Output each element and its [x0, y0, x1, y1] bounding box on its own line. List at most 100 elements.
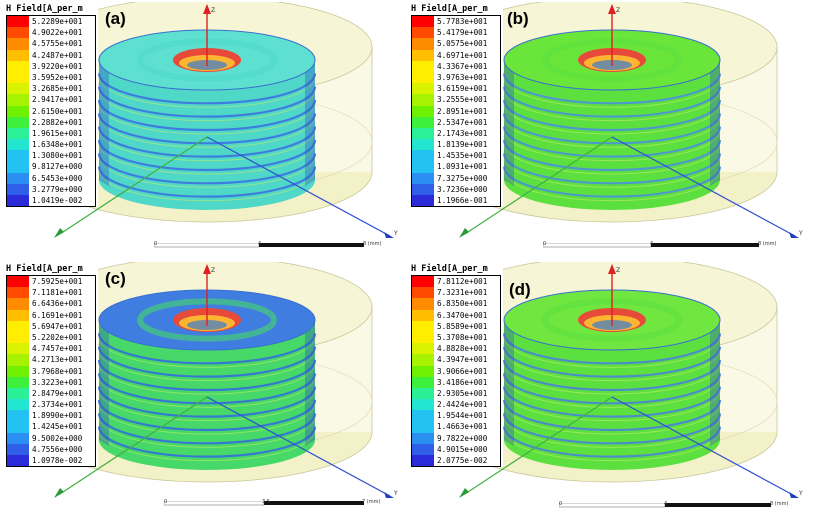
cylinder-highlight: [98, 143, 316, 175]
scale-tick-1: 4: [650, 241, 654, 247]
cylinder-highlight: [98, 117, 316, 148]
legend-value: 7.5925e+001: [32, 277, 83, 286]
legend-swatch: [7, 365, 29, 377]
legend-value: 6.5453e+000: [32, 173, 83, 183]
legend-value: 6.3470e+001: [437, 310, 488, 320]
legend-swatch: [7, 421, 29, 433]
legend-b: H Field[A_per_m 5.7783e+001 5.4179e+001 5.…: [411, 4, 503, 208]
legend-value: 1.0931e+001: [437, 162, 488, 172]
z-axis-label: Z: [211, 7, 215, 14]
legend-colorbar: 7.5925e+001 7.1181e+001 6.6436e+001 6.1691e…: [6, 275, 96, 468]
legend-swatch: [412, 94, 434, 106]
legend-value: 6.6436e+001: [32, 299, 83, 309]
panel-tag: (a): [105, 9, 126, 28]
cylinder-highlight: [503, 350, 721, 382]
legend-swatch: [7, 94, 29, 106]
legend-value: 1.9615e+001: [32, 128, 83, 138]
scene-d: ZY: [446, 262, 803, 498]
legend-value: 4.7556e+000: [32, 444, 83, 454]
legend-value: 3.2555e+001: [437, 95, 488, 105]
cylinder-band: [97, 426, 317, 458]
legend-value: 5.7783e+001: [437, 17, 488, 26]
cylinder-highlight: [98, 363, 316, 395]
legend-value: 5.0575e+001: [437, 39, 488, 49]
legend-swatch: [412, 127, 434, 140]
legend-swatch: [412, 421, 434, 433]
cylinder-band: [502, 413, 722, 445]
legend-swatch: [7, 455, 29, 467]
cylinder-highlight: [98, 377, 316, 408]
legend-swatch: [412, 60, 434, 72]
legend-swatch: [412, 195, 434, 207]
legend-value: 2.3734e+001: [32, 400, 83, 410]
x-axis-arrow-icon: [54, 488, 64, 498]
z-axis-label: Z: [211, 267, 215, 274]
legend-swatch: [7, 16, 29, 28]
legend-value: 9.5002e+000: [32, 433, 83, 443]
legend-swatch: [7, 38, 29, 50]
legend-value: 1.3080e+001: [32, 151, 83, 161]
legend-value: 4.9015e+000: [437, 444, 488, 454]
y-axis-label: Y: [798, 230, 803, 237]
cylinder-band: [97, 113, 317, 145]
cylinder-band: [97, 386, 317, 418]
cylinder-band: [502, 373, 722, 405]
legend-swatch: [7, 172, 29, 184]
legend-title: H Field[A_per_m: [6, 264, 83, 274]
legend-value: 2.6150e+001: [32, 106, 83, 116]
cylinder-shade-right: [710, 320, 720, 446]
cylinder-highlight: [503, 377, 721, 408]
cylinder-highlight: [98, 90, 316, 122]
y-axis-arrow-icon: [384, 232, 394, 238]
legend-value: 3.9220e+001: [32, 61, 83, 71]
cylinder-band: [502, 359, 722, 392]
y-axis-arrow-icon: [789, 232, 799, 238]
legend-swatch: [7, 183, 29, 195]
legend-value: 4.9022e+001: [32, 28, 83, 38]
legend-value: 5.2289e+001: [32, 17, 83, 26]
cylinder-band: [97, 126, 317, 158]
legend-title: H Field[A_per_m: [6, 4, 83, 14]
legend-value: 5.4179e+001: [437, 28, 488, 38]
legend-value: 1.0419e-002: [32, 196, 83, 205]
legend-swatch: [412, 432, 434, 444]
legend-value: 2.8479e+001: [32, 388, 83, 398]
x-axis: [464, 136, 613, 235]
legend-value: 4.8828e+001: [437, 344, 488, 354]
cylinder-band: [502, 73, 722, 105]
legend-swatch: [412, 331, 434, 344]
legend-swatch: [7, 432, 29, 444]
panel-tag: (b): [507, 9, 529, 28]
cylinder-highlight: [98, 390, 316, 422]
z-axis-arrow-icon: [608, 4, 616, 14]
cylinder-highlight: [98, 103, 316, 135]
legend-swatch: [7, 343, 29, 355]
legend-value: 5.8589e+001: [437, 321, 488, 331]
legend-swatch: [412, 105, 434, 117]
legend-value: 1.8990e+001: [32, 411, 83, 421]
legend-swatches: [7, 276, 29, 467]
cylinder-highlight: [98, 430, 316, 462]
scale-bar: 0 4 8 (mm): [558, 496, 789, 515]
legend-swatch: [7, 127, 29, 140]
legend-swatch: [412, 455, 434, 467]
legend-value: 1.4245e+001: [32, 422, 83, 432]
cylinder-band: [502, 333, 722, 365]
cylinder-highlight: [98, 130, 316, 162]
legend-title: H Field[A_per_m: [411, 264, 488, 274]
legend-value: 3.7236e+000: [437, 184, 488, 194]
legend-value: 2.1743e+001: [437, 128, 488, 138]
legend-value: 3.6159e+001: [437, 84, 488, 94]
legend-swatch: [7, 399, 29, 411]
scale-tick-0: 0: [164, 499, 168, 505]
cylinder-highlight: [98, 417, 316, 448]
cylinder-band: [97, 373, 317, 405]
cylinder-band: [97, 359, 317, 392]
legend-c: H Field[A_per_m 7.5925e+001 7.1181e+001 6.…: [6, 264, 98, 468]
legend-labels: 7.5925e+001 7.1181e+001 6.6436e+001 6.1691e…: [29, 276, 95, 466]
legend-swatch: [7, 116, 29, 128]
cylinder-shade-left: [504, 320, 514, 446]
legend-swatch: [7, 354, 29, 366]
legend-value: 1.4663e+001: [437, 422, 488, 432]
legend-swatch: [7, 376, 29, 388]
